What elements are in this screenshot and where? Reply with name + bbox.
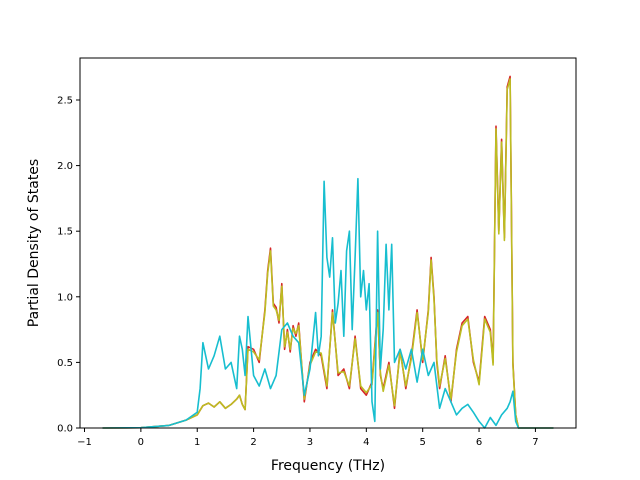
y-axis-label: Partial Density of States [26,159,42,327]
x-tick-label: −1 [77,437,92,448]
x-axis-label: Frequency (THz) [271,458,385,474]
x-tick-label: 1 [194,437,200,448]
x-tick-label: 2 [250,437,256,448]
x-tick-label: 4 [363,437,369,448]
x-tick-label: 0 [138,437,144,448]
x-tick-label: 3 [307,437,313,448]
x-tick-label: 6 [476,437,482,448]
x-tick-label: 5 [420,437,426,448]
y-tick-label: 1.0 [57,292,73,303]
series-line-2 [102,78,554,429]
y-tick-label: 2.5 [57,95,73,106]
y-tick-label: 0.0 [57,424,73,435]
x-tick-label: 7 [532,437,538,448]
series-line-3 [102,177,554,429]
plot-frame [79,57,577,429]
y-tick-label: 0.5 [57,358,73,369]
y-tick-label: 2.0 [57,161,73,172]
series-layer [102,75,554,429]
ticks-layer: −1 0 1 2 3 4 5 6 7 0.0 0.5 1.0 1.5 2.0 2.5 [57,95,539,448]
y-tick-label: 1.5 [57,227,73,238]
